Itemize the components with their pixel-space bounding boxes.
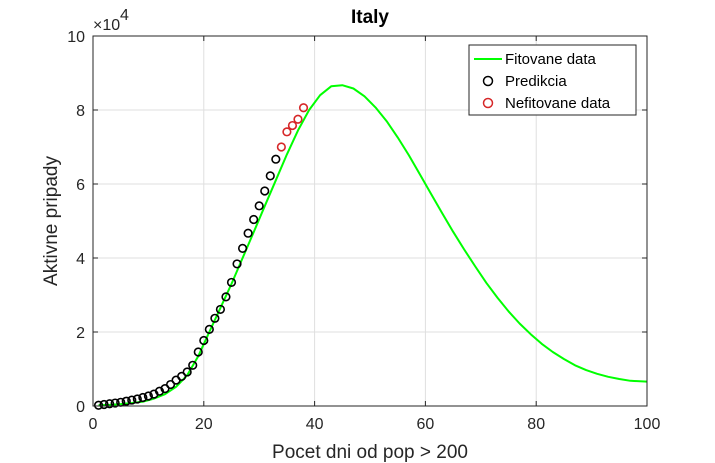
x-axis-label: Pocet dni od pop > 200 bbox=[272, 442, 468, 463]
legend: Fitovane data Predikcia Nefitovane data bbox=[468, 44, 637, 116]
prediction-point bbox=[193, 347, 203, 357]
x-tick-label: 80 bbox=[527, 416, 545, 433]
prediction-point bbox=[165, 379, 176, 390]
legend-nonfit-label: Nefitovane data bbox=[505, 95, 611, 112]
prediction-point bbox=[221, 292, 231, 302]
x-tick-label: 60 bbox=[417, 416, 435, 433]
x-tick-label: 0 bbox=[89, 416, 98, 433]
nonfit-point bbox=[287, 120, 298, 131]
chart-title: Italy bbox=[351, 7, 389, 28]
legend-fit-label: Fitovane data bbox=[505, 51, 597, 68]
prediction-point bbox=[254, 201, 264, 211]
y-tick-label: 4 bbox=[76, 251, 85, 268]
y-exponent-label: ×10 bbox=[93, 17, 120, 34]
prediction-point bbox=[210, 313, 220, 323]
prediction-point bbox=[110, 398, 120, 408]
prediction-point bbox=[249, 214, 259, 225]
prediction-point bbox=[93, 400, 104, 410]
nonfit-point bbox=[282, 127, 292, 137]
x-tick-label: 20 bbox=[195, 416, 213, 433]
y-tick-label: 0 bbox=[76, 399, 85, 416]
legend-nonfit-swatch bbox=[482, 97, 494, 109]
prediction-point bbox=[243, 228, 253, 238]
prediction-point bbox=[105, 399, 115, 409]
y-tick-label: 6 bbox=[76, 177, 85, 194]
x-tick-label: 100 bbox=[634, 416, 661, 433]
prediction-point bbox=[138, 392, 148, 403]
y-tick-label: 2 bbox=[76, 325, 85, 342]
nonfit-point bbox=[298, 103, 309, 113]
prediction-point bbox=[177, 371, 187, 382]
prediction-point bbox=[271, 154, 281, 164]
legend-pred-swatch bbox=[482, 75, 494, 87]
prediction-point bbox=[226, 277, 237, 288]
ticks: 0 20 40 60 80 100 0 2 4 6 8 10 bbox=[67, 29, 660, 433]
prediction-point bbox=[121, 396, 131, 406]
y-tick-label: 10 bbox=[67, 29, 85, 46]
prediction-point bbox=[232, 259, 242, 269]
legend-pred-label: Predikcia bbox=[505, 73, 567, 90]
nonfit-point bbox=[276, 142, 286, 152]
prediction-point bbox=[215, 304, 226, 315]
prediction-point bbox=[182, 367, 192, 377]
prediction-point bbox=[143, 391, 153, 401]
prediction-point bbox=[260, 186, 270, 196]
prediction-point bbox=[127, 395, 137, 405]
nonfit-point bbox=[293, 114, 303, 124]
prediction-point bbox=[199, 335, 209, 346]
legend-box bbox=[468, 44, 637, 116]
series-layer bbox=[93, 84, 648, 410]
plot-border bbox=[92, 35, 648, 407]
prediction-point bbox=[188, 360, 198, 370]
y-exponent-power: 4 bbox=[120, 7, 129, 24]
x-tick-label: 40 bbox=[306, 416, 324, 433]
prediction-point bbox=[154, 386, 165, 396]
y-axis-label: Aktivne pripady bbox=[41, 156, 62, 286]
fit-line bbox=[98, 84, 648, 407]
y-tick-label: 8 bbox=[76, 103, 85, 120]
prediction-point bbox=[204, 324, 214, 335]
prediction-point bbox=[99, 399, 109, 410]
prediction-point bbox=[132, 394, 142, 404]
prediction-point bbox=[265, 171, 275, 181]
prediction-point bbox=[237, 243, 248, 253]
